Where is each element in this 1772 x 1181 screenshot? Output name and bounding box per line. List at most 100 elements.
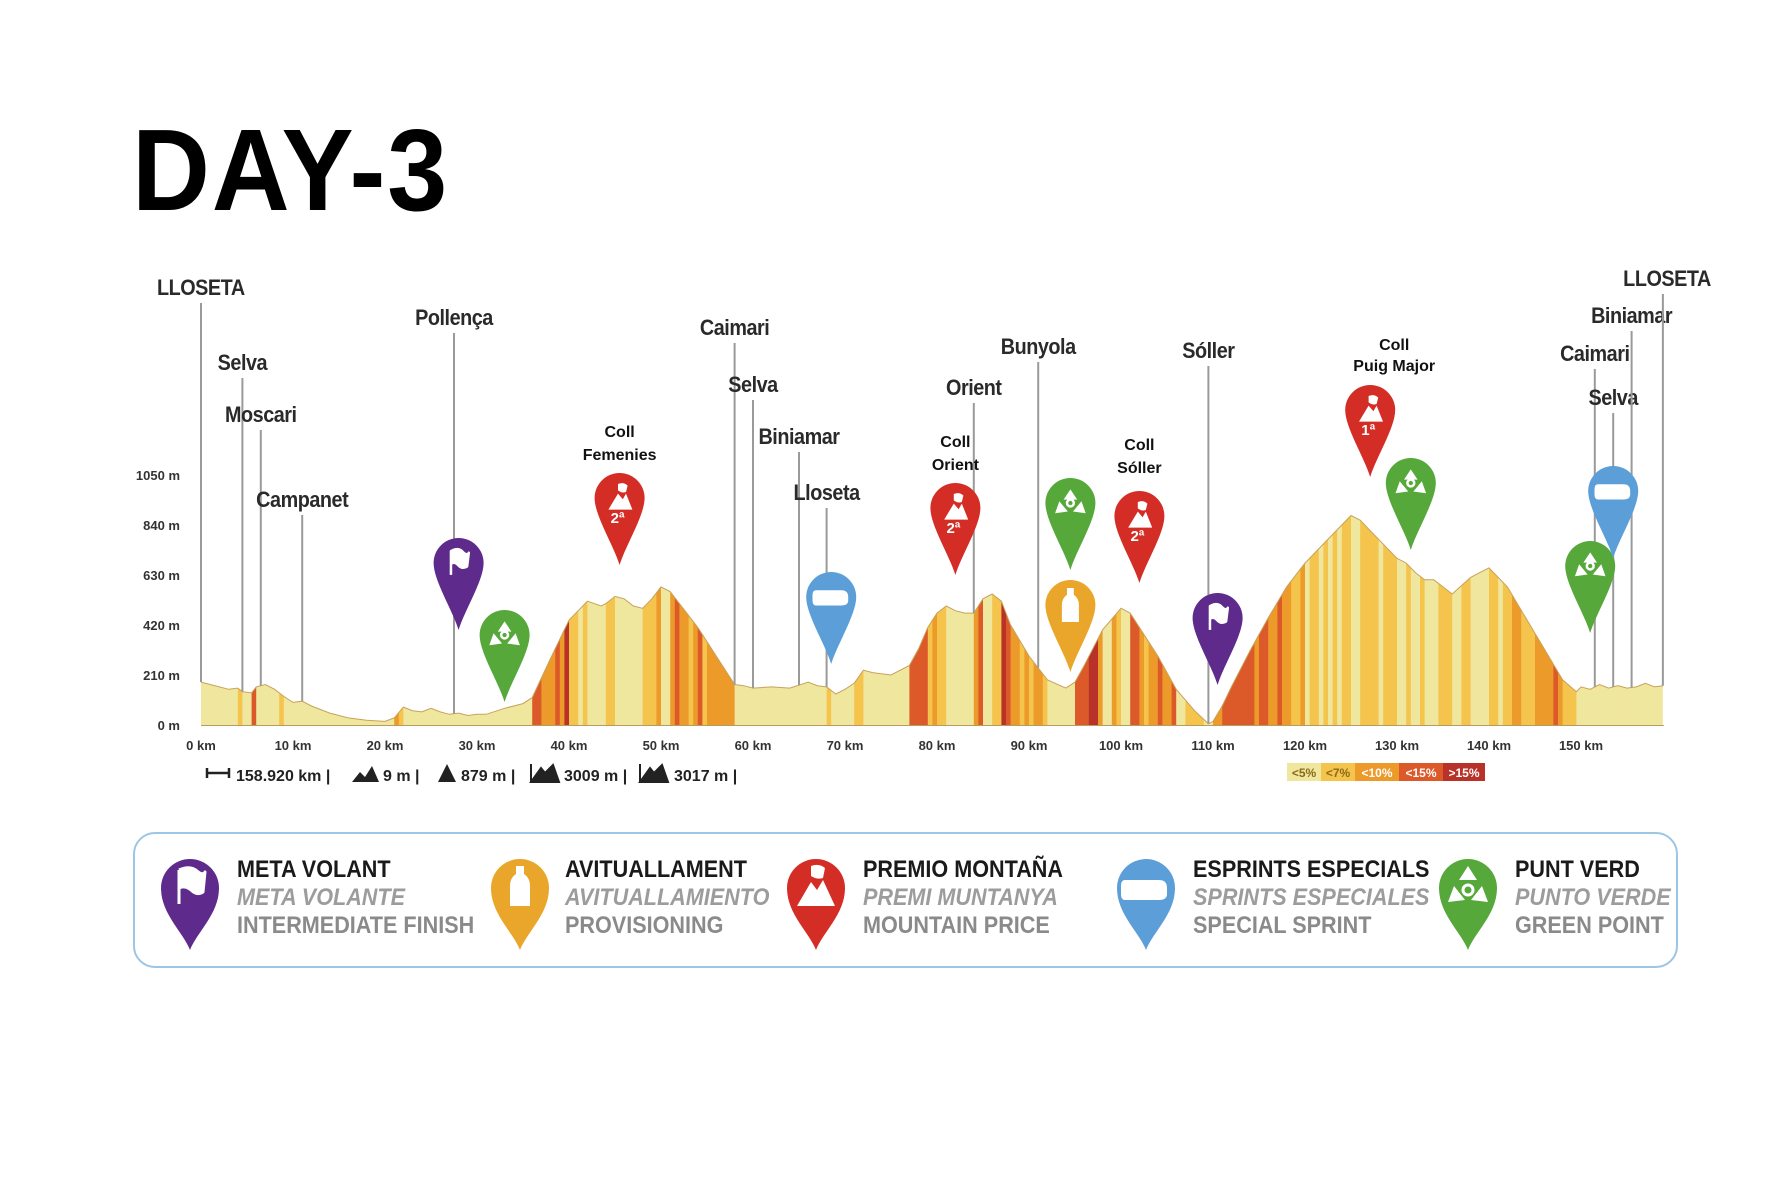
legend-label-es: PUNTO VERDE [1515, 884, 1671, 911]
x-tick-label: 140 km [1467, 738, 1511, 753]
climb-label-line1: Coll [1124, 437, 1154, 454]
gradient-stripe [1176, 515, 1182, 725]
gradient-stripe [1452, 515, 1458, 725]
place-label: Selva [218, 351, 268, 375]
gradient-stripe [1015, 515, 1021, 725]
gradient-stripe [385, 515, 390, 725]
gradient-stripe [992, 515, 998, 725]
place-label: Campanet [256, 488, 349, 512]
gradient-stripe [1364, 515, 1370, 725]
gradient-stripe [1001, 515, 1007, 725]
y-tick-label: 1050 m [136, 468, 180, 483]
gradient-stripe [573, 515, 579, 725]
gradient-stripe [1443, 515, 1448, 725]
gradient-stripe [1272, 515, 1278, 725]
gradient-stripe [877, 515, 883, 725]
climb-category: 1ª [1361, 422, 1375, 439]
gradient-stripe [1562, 515, 1568, 725]
gradient-stripe [224, 515, 229, 725]
climb-category: 2ª [611, 510, 625, 527]
punt-verde-pin [1045, 477, 1096, 570]
recycle-icon [1439, 859, 1497, 950]
gradient-stripe [596, 515, 602, 725]
gradient-stripe [950, 515, 956, 725]
gradient-stripe [1231, 515, 1237, 725]
gradient-stripe [633, 515, 639, 725]
stat-max-alt: 879 m | [461, 768, 515, 785]
gradient-stripe [638, 515, 643, 725]
gradient-stripe [247, 515, 252, 725]
gradient-stripe [1328, 515, 1333, 725]
gradient-stripe [408, 515, 413, 725]
gradient-stripe [964, 515, 970, 725]
gradient-stripe [987, 515, 993, 725]
gradient-stripe [881, 515, 887, 725]
page-title: DAY-3 [132, 105, 450, 235]
gradient-stripe [647, 515, 653, 725]
y-tick-label: 840 m [143, 518, 180, 533]
place-label: LLOSETA [1623, 267, 1711, 291]
marker-pins: 2ª 2ª 2ª 1ª [433, 385, 1639, 702]
gradient-stripe [1042, 515, 1048, 725]
gradient-stripe [1498, 515, 1504, 725]
gradient-stripe [610, 515, 616, 725]
gradient-stripe [665, 515, 671, 725]
gradient-stripe [1479, 515, 1485, 725]
flag-icon [161, 859, 219, 950]
gradient-stripe [983, 515, 988, 725]
x-tick-label: 130 km [1375, 738, 1419, 753]
gradient-stripe [394, 515, 400, 725]
avituallament-pin [1045, 580, 1096, 672]
gradient-stripe [1489, 515, 1494, 725]
stat-min-alt: 9 m | [383, 768, 420, 785]
gradient-stripe [1185, 515, 1191, 725]
gradient-swatch [1287, 763, 1321, 781]
gradient-stripe [1245, 515, 1251, 725]
x-tick-label: 120 km [1283, 738, 1327, 753]
gradient-stripe [941, 515, 947, 725]
x-tick-label: 60 km [735, 738, 772, 753]
place-label: Bunyola [1001, 335, 1077, 359]
gradient-stripe [605, 515, 611, 725]
legend-label-es: META VOLANTE [237, 884, 405, 911]
gradient-stripe [886, 515, 892, 725]
gradient-stripe [1484, 515, 1490, 725]
climb-label-line1: Coll [940, 434, 970, 451]
gradient-stripe [1323, 515, 1329, 725]
gradient-stripe [1548, 515, 1554, 725]
gradient-stripe [1571, 515, 1577, 725]
gradient-stripe [564, 515, 570, 725]
gradient-stripe [914, 515, 919, 725]
gradient-stripe [219, 515, 225, 725]
gradient-stripe [1387, 515, 1393, 725]
gradient-stripe [1268, 515, 1274, 725]
gradient-stripe [375, 515, 381, 725]
gradient-stripe [1162, 515, 1168, 725]
gradient-stripe [1295, 515, 1301, 725]
gradient-stripe [1424, 515, 1430, 725]
place-label: Sóller [1182, 339, 1235, 363]
gradient-stripe [1346, 515, 1352, 725]
legend-label-en: INTERMEDIATE FINISH [237, 912, 475, 939]
stat-distance: 158.920 km | [236, 768, 330, 785]
gradient-stripe [1111, 515, 1117, 725]
place-label: Biniamar [758, 425, 839, 449]
gradient-stripe [1470, 515, 1476, 725]
gradient-stripe [1558, 515, 1563, 725]
place-label: Caimari [700, 316, 769, 340]
gradient-stripe [1512, 515, 1517, 725]
stat-descent: 3017 m | [674, 768, 737, 785]
gradient-stripe [1516, 515, 1522, 725]
gradient-label: <10% [1361, 766, 1392, 780]
x-tick-label: 10 km [275, 738, 312, 753]
gradient-stripe [1029, 515, 1034, 725]
gradient-stripe [1157, 515, 1163, 725]
y-tick-label: 210 m [143, 668, 180, 683]
mountain-prize-pin: 2ª [594, 473, 645, 565]
mountain-prize-pin: 2ª [1114, 491, 1165, 583]
gradient-stripe [1171, 515, 1177, 725]
gradient-stripe [1125, 515, 1131, 725]
gradient-stripe [651, 515, 657, 725]
gradient-stripe [546, 515, 551, 725]
gradient-legend: <5% <7% <10% <15% >15% [1287, 763, 1485, 781]
